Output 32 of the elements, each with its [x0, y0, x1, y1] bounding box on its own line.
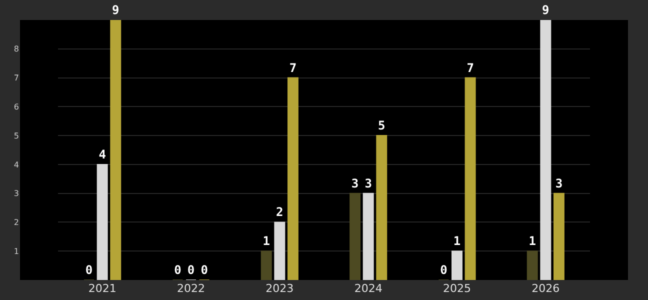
x-tick-label: 2023	[266, 282, 294, 295]
data-label: 7	[466, 60, 474, 75]
data-label: 9	[542, 3, 550, 17]
data-label: 7	[289, 60, 297, 75]
y-tick-label: 2	[14, 218, 19, 228]
x-tick-label: 2021	[88, 282, 116, 295]
y-tick-label: 6	[14, 102, 19, 112]
data-label: 2	[276, 205, 284, 220]
data-label: 1	[262, 234, 270, 248]
y-tick-label: 5	[14, 131, 19, 140]
y-tick-label: 8	[14, 44, 19, 54]
x-tick-label: 2022	[177, 282, 205, 295]
data-label: 1	[453, 234, 461, 248]
data-label: 0	[187, 263, 195, 277]
data-label: 0	[174, 263, 182, 277]
data-label: 4	[98, 147, 106, 162]
y-tick-label: 1	[14, 246, 19, 256]
data-label: 1	[528, 234, 536, 248]
x-tick-label: 2024	[354, 282, 382, 295]
data-label: 3	[364, 176, 372, 190]
data-label: 5	[378, 118, 386, 133]
x-tick-label: 2026	[532, 282, 560, 295]
data-label: 3	[555, 176, 563, 190]
y-tick-label: 3	[14, 189, 19, 198]
data-label: 9	[112, 3, 120, 17]
data-label: 3	[351, 176, 359, 190]
data-label: 0	[85, 263, 93, 277]
y-tick-label: 7	[14, 74, 19, 83]
y-tick-label: 4	[14, 160, 19, 170]
data-label: 0	[440, 263, 448, 277]
data-label: 0	[200, 263, 208, 277]
x-tick-label: 2025	[443, 282, 471, 295]
